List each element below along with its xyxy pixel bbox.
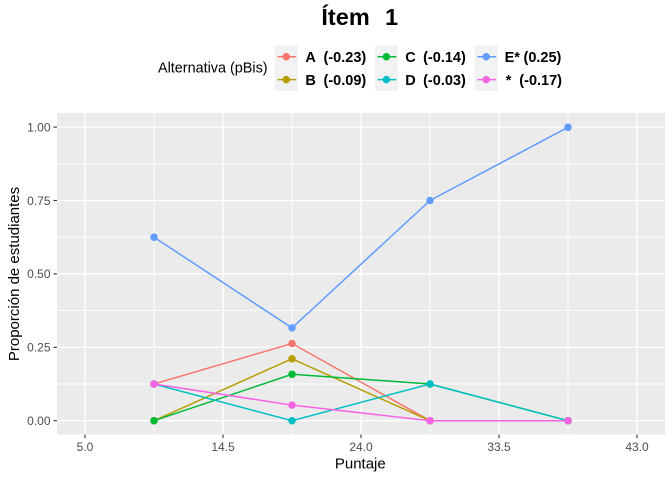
svg-text:24.0: 24.0 <box>349 440 373 454</box>
svg-text:1: 1 <box>385 4 398 30</box>
svg-text:(-0.03): (-0.03) <box>423 73 466 89</box>
svg-text:D: D <box>405 73 415 89</box>
svg-text:Ítem: Ítem <box>321 3 369 30</box>
svg-text:1.00: 1.00 <box>27 120 51 134</box>
svg-text:Puntaje: Puntaje <box>335 455 386 472</box>
svg-text:43.0: 43.0 <box>625 440 649 454</box>
svg-text:33.5: 33.5 <box>487 440 511 454</box>
svg-text:Proporción de estudiantes: Proporción de estudiantes <box>6 187 23 361</box>
svg-text:A: A <box>305 50 316 66</box>
svg-text:(0.25): (0.25) <box>524 50 562 66</box>
svg-text:C: C <box>405 50 416 66</box>
svg-text:B: B <box>305 73 315 89</box>
svg-text:0.75: 0.75 <box>27 194 51 208</box>
svg-text:(-0.17): (-0.17) <box>519 73 562 89</box>
svg-text:0.25: 0.25 <box>27 341 51 355</box>
svg-text:0.50: 0.50 <box>27 267 51 281</box>
svg-text:(-0.14): (-0.14) <box>423 50 466 66</box>
svg-text:(-0.09): (-0.09) <box>324 73 367 89</box>
svg-text:E*: E* <box>505 50 521 66</box>
svg-text:Alternativa (pBis): Alternativa (pBis) <box>158 61 268 77</box>
svg-text:*: * <box>506 73 512 89</box>
svg-text:5.0: 5.0 <box>77 440 94 454</box>
svg-text:0.00: 0.00 <box>27 414 51 428</box>
svg-text:(-0.23): (-0.23) <box>324 50 367 66</box>
svg-text:14.5: 14.5 <box>211 440 235 454</box>
